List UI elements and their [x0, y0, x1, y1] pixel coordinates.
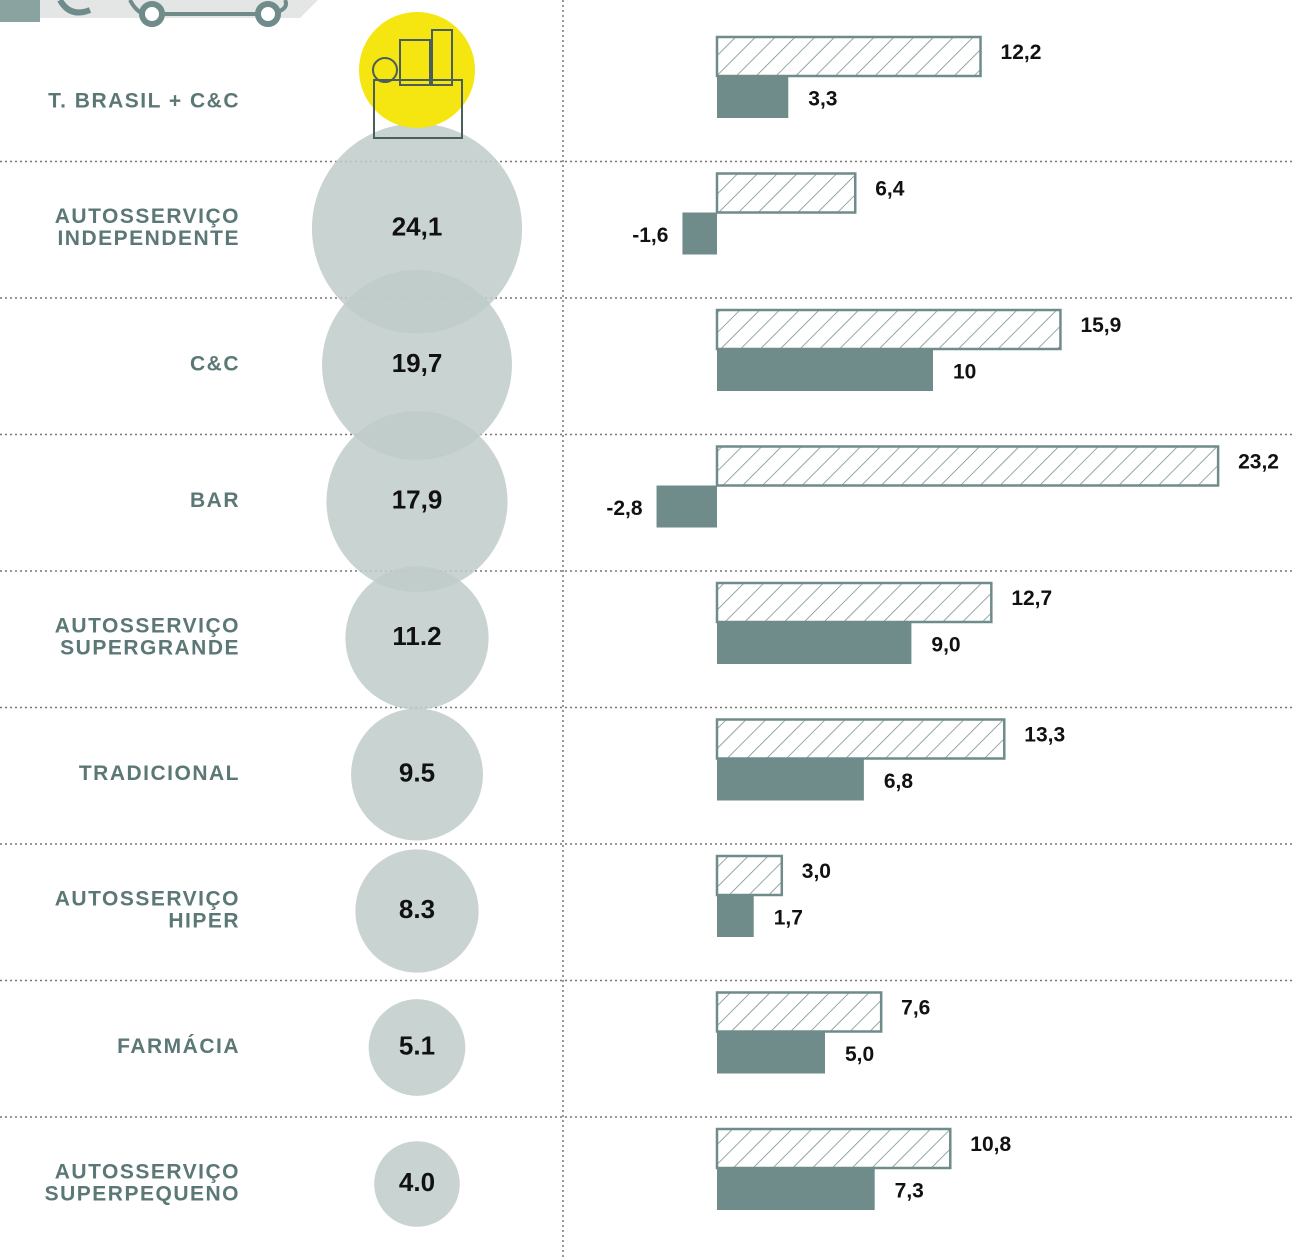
bubble — [311, 123, 523, 334]
category-label: SUPERPEQUENO — [45, 1183, 240, 1206]
bubble — [374, 1141, 460, 1227]
bar — [717, 622, 912, 664]
bar — [717, 349, 933, 391]
value-label: -2,8 — [606, 497, 643, 520]
bar — [715, 172, 857, 214]
bubble — [326, 410, 508, 593]
bubble-label: 4.0 — [399, 1167, 435, 1197]
value-label: 15,9 — [1080, 314, 1121, 337]
cart-icon — [0, 0, 318, 27]
category-label: INDEPENDENTE — [57, 227, 240, 250]
value-label: 5,0 — [845, 1043, 874, 1066]
bar — [656, 485, 717, 528]
category-label: AUTOSSERVIÇO — [55, 205, 240, 228]
value-label: 12,2 — [1001, 41, 1042, 64]
value-label: 12,7 — [1011, 587, 1052, 610]
bar — [717, 895, 754, 937]
bubble — [351, 708, 483, 841]
grocery-icon — [359, 12, 475, 139]
bar — [715, 35, 982, 78]
value-label: 23,2 — [1238, 451, 1279, 474]
bubble-label: 5.1 — [399, 1030, 435, 1060]
bubble — [322, 270, 512, 460]
bubble — [355, 849, 479, 973]
category-label: SUPERGRANDE — [60, 637, 240, 660]
value-label: 10,8 — [970, 1133, 1011, 1156]
bar — [715, 308, 1062, 351]
value-label: 7,6 — [901, 997, 930, 1020]
value-label: 3,3 — [808, 88, 837, 111]
bar — [715, 445, 1220, 487]
category-label: FARMÁCIA — [117, 1035, 240, 1058]
category-label: T. BRASIL + C&C — [48, 90, 240, 113]
bubble-label: 8.3 — [399, 894, 435, 924]
category-label: AUTOSSERVIÇO — [55, 615, 240, 638]
bar — [717, 758, 864, 801]
bubble — [368, 999, 466, 1096]
value-label: 7,3 — [895, 1180, 924, 1203]
category-label: C&C — [190, 353, 240, 376]
value-label: 10 — [953, 361, 976, 384]
value-label: -1,6 — [632, 224, 668, 247]
bar — [717, 1031, 825, 1074]
bubble-label: 19,7 — [392, 348, 443, 378]
value-label: 1,7 — [774, 907, 803, 930]
bar — [717, 1168, 875, 1210]
bar — [715, 854, 784, 897]
bubble-label: 11.2 — [392, 621, 441, 651]
bar — [715, 991, 883, 1033]
bubble — [345, 566, 489, 710]
value-label: 6,8 — [884, 770, 914, 793]
value-label: 3,0 — [802, 860, 831, 883]
bar — [682, 212, 717, 255]
bar — [715, 718, 1006, 760]
category-label: TRADICIONAL — [79, 762, 240, 785]
bar — [715, 1127, 952, 1170]
value-label: 6,4 — [875, 178, 905, 201]
category-label: AUTOSSERVIÇO — [55, 888, 240, 911]
value-label: 13,3 — [1024, 724, 1065, 747]
bar — [715, 581, 993, 624]
category-label: AUTOSSERVIÇO — [55, 1161, 240, 1184]
category-label: BAR — [190, 489, 240, 512]
bubble-label: 9.5 — [399, 757, 435, 787]
bubble-label: 17,9 — [392, 484, 443, 514]
bar — [717, 76, 789, 118]
category-label: HIPER — [168, 910, 240, 933]
bubble-label: 24,1 — [392, 211, 443, 241]
value-label: 9,0 — [931, 634, 960, 657]
